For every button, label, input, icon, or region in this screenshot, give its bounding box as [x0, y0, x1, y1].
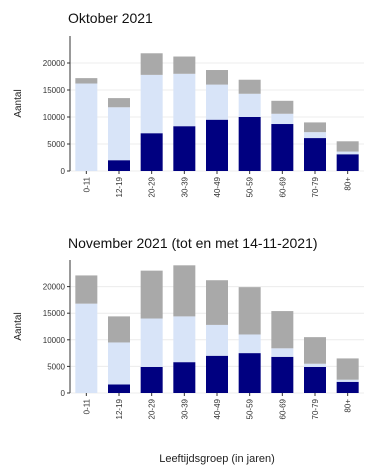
bar-segment-0 [206, 355, 228, 393]
bar-segment-0 [173, 126, 196, 171]
bar-segment-0 [140, 366, 163, 393]
y-axis-label: Aantal [13, 312, 24, 340]
bar-segment-1 [75, 303, 98, 393]
bar-segment-0 [140, 133, 163, 171]
bar-segment-0 [304, 366, 326, 393]
bar-segment-1 [140, 74, 163, 134]
bar-segment-1 [336, 151, 359, 155]
bar-segment-1 [206, 324, 228, 356]
bar-segment-1 [304, 363, 326, 367]
y-tick-label: 10000 [43, 336, 66, 345]
x-tick-label: 12-19 [115, 398, 124, 419]
bar-segment-2 [238, 79, 261, 94]
y-tick-label: 15000 [43, 86, 66, 95]
bar-segment-0 [271, 124, 294, 171]
x-tick-label: 20-29 [148, 398, 157, 419]
bar-segment-1 [304, 132, 326, 139]
bar-segment-0 [271, 356, 294, 393]
bar-segment-1 [173, 73, 196, 127]
bar-segment-2 [140, 270, 163, 319]
bar-segment-1 [238, 93, 261, 117]
bar-segment-1 [271, 348, 294, 357]
bar-segment-1 [336, 379, 359, 382]
bar-segment-0 [173, 362, 196, 393]
bar-segment-2 [173, 265, 196, 317]
bar-segment-2 [271, 311, 294, 349]
y-tick-label: 20000 [43, 283, 66, 292]
y-tick-label: 0 [61, 167, 66, 176]
bar-segment-2 [304, 337, 326, 364]
bar-segment-2 [173, 56, 196, 74]
bar-segment-0 [238, 117, 261, 171]
y-axis-label: Aantal [13, 89, 24, 117]
x-tick-label: 30-39 [180, 398, 189, 419]
x-tick-label: 80+ [344, 399, 353, 413]
y-tick-label: 15000 [43, 309, 66, 318]
bar-segment-2 [108, 98, 130, 108]
bar-segment-0 [238, 353, 261, 393]
bar-segment-0 [336, 154, 359, 171]
x-tick-label: 0-11 [82, 176, 91, 192]
y-tick-label: 0 [61, 389, 66, 398]
x-tick-label: 40-49 [213, 398, 222, 419]
x-tick-label: 70-79 [311, 176, 320, 197]
bar-segment-2 [304, 122, 326, 133]
x-tick-label: 60-69 [278, 398, 287, 419]
bar-segment-1 [108, 107, 130, 161]
bar-segment-2 [75, 78, 98, 84]
bar-segment-1 [238, 334, 261, 354]
x-tick-label: 12-19 [115, 176, 124, 197]
x-tick-label: 20-29 [148, 176, 157, 197]
x-tick-label: 80+ [344, 177, 353, 191]
bar-segment-2 [108, 316, 130, 343]
bar-segment-1 [173, 316, 196, 363]
x-tick-label: 70-79 [311, 398, 320, 419]
bar-segment-2 [140, 53, 163, 75]
bar-segment-2 [336, 358, 359, 380]
bar-segment-2 [336, 141, 359, 152]
bar-segment-0 [206, 119, 228, 171]
x-axis-label: Leeftijdsgroep (in jaren) [159, 453, 275, 465]
bar-segment-0 [336, 381, 359, 393]
y-tick-label: 10000 [43, 113, 66, 122]
bar-segment-2 [238, 287, 261, 335]
y-tick-label: 20000 [43, 59, 66, 68]
bar-segment-2 [271, 100, 294, 114]
chart-title: November 2021 (tot en met 14-11-2021) [68, 235, 318, 251]
bar-segment-2 [75, 275, 98, 304]
bar-segment-0 [304, 138, 326, 171]
bar-segment-2 [206, 70, 228, 85]
bar-segment-1 [206, 84, 228, 120]
bar-segment-1 [108, 342, 130, 385]
x-tick-label: 40-49 [213, 176, 222, 197]
bar-segment-0 [108, 384, 130, 393]
bar-segment-2 [206, 280, 228, 325]
x-tick-label: 60-69 [278, 176, 287, 197]
x-tick-label: 50-59 [246, 398, 255, 419]
y-tick-label: 5000 [47, 362, 65, 371]
x-tick-label: 50-59 [246, 176, 255, 197]
x-tick-label: 30-39 [180, 176, 189, 197]
x-tick-label: 0-11 [82, 398, 91, 414]
bar-segment-0 [108, 160, 130, 171]
bar-segment-1 [140, 318, 163, 367]
y-tick-label: 5000 [47, 140, 65, 149]
bar-segment-1 [271, 113, 294, 125]
bar-segment-1 [75, 83, 98, 171]
chart-title: Oktober 2021 [68, 10, 153, 26]
